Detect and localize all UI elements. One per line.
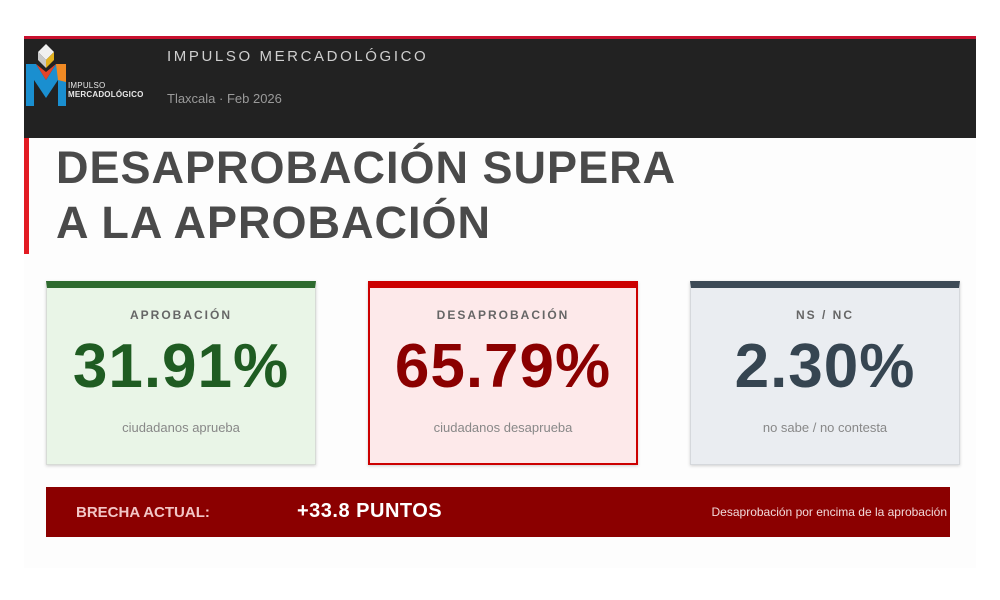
nsnc-value: 2.30% bbox=[734, 332, 916, 401]
nsnc-label: NS / NC bbox=[795, 308, 854, 322]
nsnc-subtitle: no sabe / no contesta bbox=[762, 420, 888, 435]
header-bar: IMPULSO MERCADOLÓGICO IMPULSO MERCADOLÓG… bbox=[24, 36, 976, 138]
disapproval-value: 65.79% bbox=[394, 332, 612, 401]
logo-line-1: IMPULSO bbox=[68, 81, 106, 90]
gap-note: Desaprobación por encima de la aprobació… bbox=[711, 505, 947, 519]
title-line-2: A LA APROBACIÓN bbox=[56, 197, 491, 248]
brand-name: IMPULSO MERCADOLÓGICO bbox=[167, 48, 429, 65]
logo-wordmark: IMPULSO MERCADOLÓGICO bbox=[68, 81, 144, 99]
gap-banner: BRECHA ACTUAL: +33.8 PUNTOS Desaprobació… bbox=[46, 487, 950, 537]
title-line-1: DESAPROBACIÓN SUPERA bbox=[56, 142, 677, 193]
approval-label: APROBACIÓN bbox=[129, 308, 232, 322]
disapproval-label: DESAPROBACIÓN bbox=[436, 308, 570, 322]
page-title: DESAPROBACIÓN SUPERA A LA APROBACIÓN bbox=[56, 140, 676, 250]
title-accent-bar bbox=[24, 138, 29, 254]
gap-value: +33.8 PUNTOS bbox=[297, 500, 443, 522]
logo-m-icon bbox=[26, 44, 66, 106]
location-date: Tlaxcala · Feb 2026 bbox=[167, 91, 282, 106]
approval-card: APROBACIÓN 31.91% ciudadanos aprueba bbox=[46, 281, 316, 465]
logo-line-2: MERCADOLÓGICO bbox=[68, 90, 144, 99]
gap-label: BRECHA ACTUAL: bbox=[76, 504, 210, 521]
nsnc-card: NS / NC 2.30% no sabe / no contesta bbox=[690, 281, 960, 465]
approval-value: 31.91% bbox=[72, 332, 290, 401]
disapproval-subtitle: ciudadanos desaprueba bbox=[433, 420, 573, 435]
disapproval-card: DESAPROBACIÓN 65.79% ciudadanos desaprue… bbox=[368, 281, 638, 465]
approval-subtitle: ciudadanos aprueba bbox=[122, 420, 240, 435]
impulso-logo: IMPULSO MERCADOLÓGICO bbox=[24, 42, 154, 110]
